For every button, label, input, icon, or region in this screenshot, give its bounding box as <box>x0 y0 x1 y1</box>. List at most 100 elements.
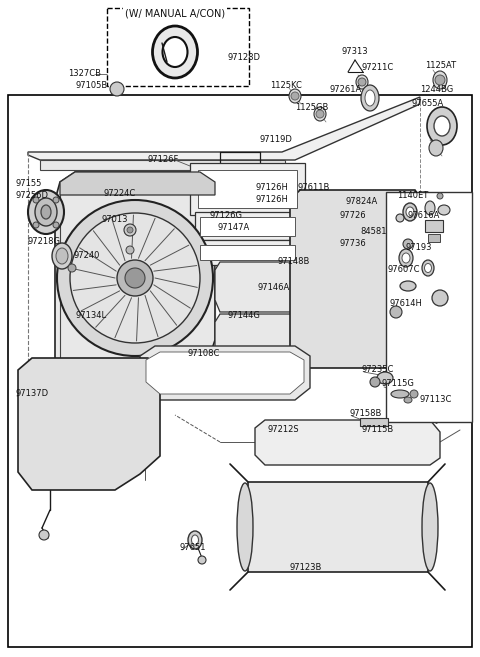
Ellipse shape <box>429 140 443 156</box>
Circle shape <box>39 530 49 540</box>
Ellipse shape <box>153 26 197 78</box>
Text: 1125GB: 1125GB <box>295 104 328 112</box>
Circle shape <box>117 260 153 296</box>
Text: 97115B: 97115B <box>362 426 394 434</box>
Bar <box>248 482 428 572</box>
Ellipse shape <box>361 85 379 111</box>
Ellipse shape <box>422 260 434 276</box>
Ellipse shape <box>314 107 326 121</box>
Ellipse shape <box>434 116 450 136</box>
Text: 97224C: 97224C <box>104 189 136 198</box>
Text: 97123B: 97123B <box>290 564 323 572</box>
Ellipse shape <box>402 253 410 263</box>
Circle shape <box>437 193 443 199</box>
Ellipse shape <box>427 107 457 145</box>
Text: 97108C: 97108C <box>188 350 220 359</box>
Ellipse shape <box>28 190 64 234</box>
Text: 97193: 97193 <box>406 244 432 252</box>
Circle shape <box>110 82 124 96</box>
Text: 97235C: 97235C <box>362 365 395 374</box>
Text: 97736: 97736 <box>339 240 366 248</box>
Text: 1125AT: 1125AT <box>425 62 456 70</box>
Bar <box>8 95 472 647</box>
Text: 97137D: 97137D <box>15 390 48 399</box>
Ellipse shape <box>237 483 253 571</box>
Polygon shape <box>198 170 297 208</box>
Ellipse shape <box>391 390 409 398</box>
Polygon shape <box>200 245 295 260</box>
Circle shape <box>390 306 402 318</box>
Text: 97147A: 97147A <box>218 223 250 231</box>
Ellipse shape <box>400 281 416 291</box>
Ellipse shape <box>377 372 393 384</box>
Ellipse shape <box>356 75 368 89</box>
Text: 97313: 97313 <box>342 47 368 57</box>
Circle shape <box>198 556 206 564</box>
Text: 97256D: 97256D <box>15 191 48 200</box>
Circle shape <box>70 213 200 343</box>
Ellipse shape <box>433 71 447 89</box>
Ellipse shape <box>404 397 412 403</box>
Polygon shape <box>28 97 420 160</box>
Circle shape <box>125 268 145 288</box>
Text: 97614H: 97614H <box>390 300 423 309</box>
Circle shape <box>33 222 39 228</box>
Polygon shape <box>55 172 215 368</box>
Ellipse shape <box>365 90 375 106</box>
Text: 97651: 97651 <box>180 543 206 553</box>
Bar <box>107 8 249 86</box>
Polygon shape <box>215 262 355 312</box>
Text: 97113C: 97113C <box>420 396 452 405</box>
Circle shape <box>291 92 299 100</box>
Text: 97611B: 97611B <box>298 183 330 193</box>
Circle shape <box>435 75 445 85</box>
Text: 97261A: 97261A <box>330 85 362 95</box>
Text: 97126G: 97126G <box>210 212 243 221</box>
Circle shape <box>68 264 76 272</box>
Text: (W/ MANUAL A/CON): (W/ MANUAL A/CON) <box>125 9 225 19</box>
Polygon shape <box>195 212 300 240</box>
Circle shape <box>53 197 59 203</box>
Text: 97212S: 97212S <box>268 426 300 434</box>
Ellipse shape <box>424 263 432 273</box>
Text: 97144G: 97144G <box>228 311 261 321</box>
Ellipse shape <box>192 535 199 545</box>
Text: 97134L: 97134L <box>76 311 107 321</box>
Ellipse shape <box>438 205 450 215</box>
Text: 97655A: 97655A <box>412 99 444 108</box>
Text: 97607C: 97607C <box>387 265 420 275</box>
Polygon shape <box>215 314 358 360</box>
Text: 97616A: 97616A <box>408 212 440 221</box>
Ellipse shape <box>52 243 72 269</box>
Polygon shape <box>140 346 310 400</box>
Ellipse shape <box>406 207 414 217</box>
Ellipse shape <box>422 483 438 571</box>
Circle shape <box>53 222 59 228</box>
Circle shape <box>410 390 418 398</box>
Bar <box>425 220 443 232</box>
Ellipse shape <box>163 37 188 67</box>
Circle shape <box>396 214 404 222</box>
Ellipse shape <box>35 198 57 226</box>
Circle shape <box>316 110 324 118</box>
Polygon shape <box>60 172 215 195</box>
Text: 84581: 84581 <box>360 227 386 237</box>
Polygon shape <box>190 163 305 215</box>
Text: 97824A: 97824A <box>345 198 377 206</box>
Circle shape <box>127 227 133 233</box>
Text: 1327CB: 1327CB <box>68 70 101 78</box>
Bar <box>360 418 388 426</box>
Polygon shape <box>40 160 285 170</box>
Ellipse shape <box>56 248 68 264</box>
Circle shape <box>124 224 136 236</box>
Text: 97126H: 97126H <box>255 183 288 193</box>
Text: 97013: 97013 <box>102 215 129 225</box>
Polygon shape <box>200 217 295 236</box>
Polygon shape <box>146 352 304 394</box>
Text: 97155: 97155 <box>15 179 41 189</box>
Text: 97126F: 97126F <box>148 156 180 164</box>
Ellipse shape <box>41 205 51 219</box>
Text: 97119D: 97119D <box>260 135 293 145</box>
Text: 97146A: 97146A <box>258 284 290 292</box>
Text: 97126H: 97126H <box>255 196 288 204</box>
